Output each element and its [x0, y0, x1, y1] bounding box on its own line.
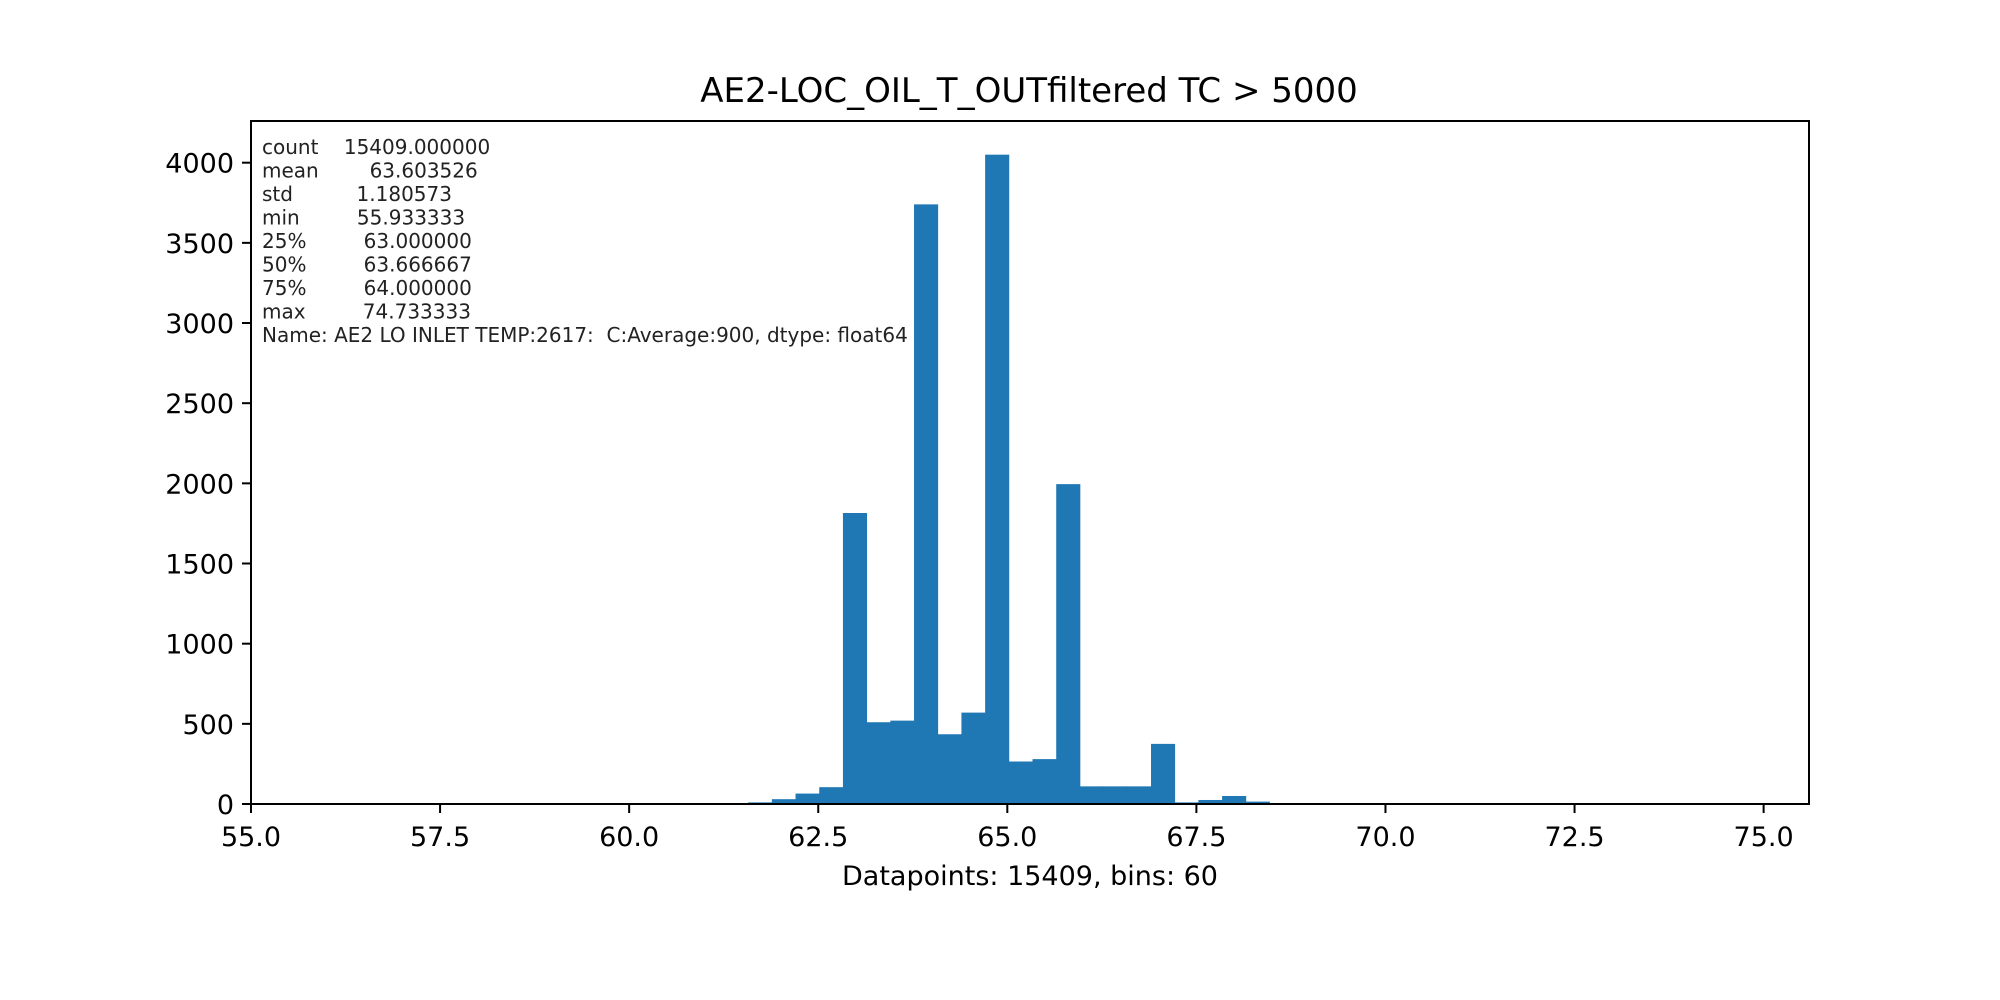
stats-line: 50% 63.666667 — [262, 253, 472, 277]
histogram-bar — [819, 787, 844, 804]
histogram-bar — [842, 513, 868, 804]
chart-title: AE2-LOC_OIL_T_OUTfiltered TC > 5000 — [700, 71, 1358, 111]
histogram-bar — [1222, 795, 1247, 804]
histogram-bar — [1198, 799, 1223, 804]
x-tick-label: 60.0 — [599, 822, 659, 853]
histogram-bar — [1032, 759, 1057, 804]
x-tick-label: 57.5 — [410, 822, 470, 853]
stats-line: Name: AE2 LO INLET TEMP:2617: C:Average:… — [262, 323, 908, 347]
y-tick-label: 3500 — [165, 229, 234, 260]
histogram-bar — [1079, 786, 1105, 804]
histogram-bar — [1056, 484, 1081, 804]
x-tick-label: 62.5 — [788, 822, 848, 853]
x-axis-label: Datapoints: 15409, bins: 60 — [842, 861, 1218, 892]
stats-line: max 74.733333 — [262, 300, 471, 324]
stats-line: min 55.933333 — [262, 206, 465, 230]
histogram-bar — [1151, 743, 1176, 804]
stats-line: count 15409.000000 — [262, 135, 490, 159]
y-tick-label: 1500 — [165, 550, 234, 581]
stats-line: 75% 64.000000 — [262, 276, 472, 300]
x-tick-label: 65.0 — [977, 822, 1037, 853]
histogram-bar — [795, 793, 820, 804]
histogram-bar — [866, 722, 891, 804]
y-tick-label: 3000 — [165, 309, 234, 340]
x-tick-label: 55.0 — [221, 822, 281, 853]
x-tick-label: 72.5 — [1544, 822, 1604, 853]
histogram-bar — [961, 712, 986, 804]
histogram-bar — [1008, 761, 1033, 804]
histogram-bar — [771, 799, 796, 804]
x-axis-ticks: 55.0 57.5 60.0 62.5 65.0 67.5 70.0 72.5 75.0 — [221, 804, 1794, 853]
y-tick-label: 2000 — [165, 469, 234, 500]
y-axis-ticks: 0 500 1000 1500 2000 2500 3000 3500 4000 — [165, 149, 251, 821]
histogram-bar — [985, 154, 1010, 805]
plot-frame — [250, 120, 1810, 805]
y-tick-label: 2500 — [165, 389, 234, 420]
bars — [321, 154, 1744, 805]
y-tick-label: 1000 — [165, 630, 234, 661]
histogram-bar — [1245, 801, 1270, 804]
x-tick-label: 70.0 — [1355, 822, 1415, 853]
stats-line: 25% 63.000000 — [262, 229, 472, 253]
stats-line: mean 63.603526 — [262, 159, 478, 183]
y-tick-label: 500 — [182, 710, 234, 741]
y-tick-label: 4000 — [165, 149, 234, 180]
stats-line: std 1.180573 — [262, 182, 452, 206]
histogram-bar — [890, 720, 915, 804]
x-tick-label: 67.5 — [1166, 822, 1226, 853]
histogram-bar — [1127, 786, 1152, 804]
histogram-bar — [914, 204, 939, 804]
x-tick-label: 75.0 — [1734, 822, 1794, 853]
histogram-bar — [937, 734, 962, 804]
histogram-bar — [1103, 786, 1128, 804]
y-tick-label: 0 — [217, 790, 234, 821]
